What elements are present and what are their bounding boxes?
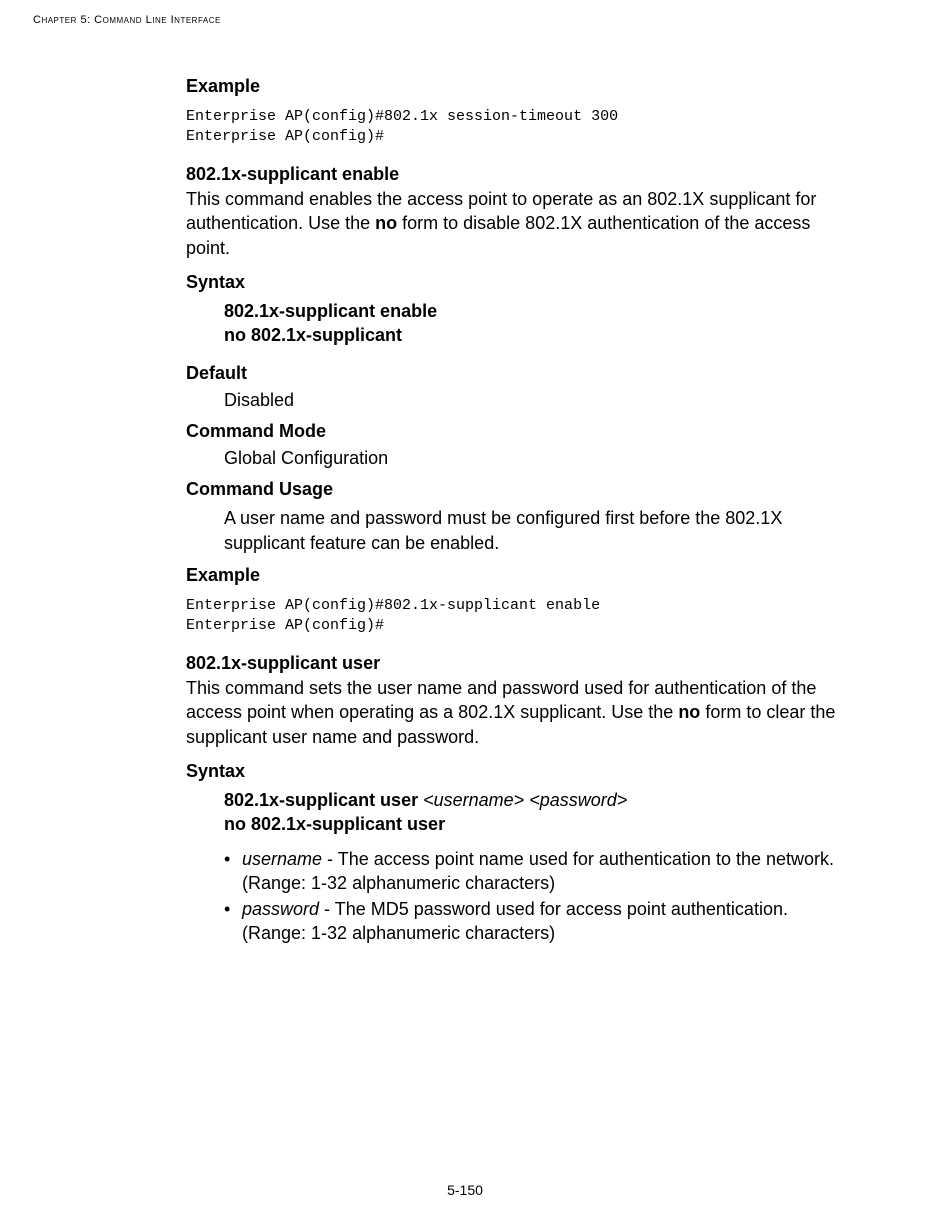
syntax2-l1-ital1: <username> bbox=[423, 790, 524, 810]
usage-text-1: A user name and password must be configu… bbox=[224, 506, 840, 555]
syntax-block-1: 802.1x-supplicant enable no 802.1x-suppl… bbox=[224, 299, 840, 348]
chapter-text: Chapter 5: Command Line Interface bbox=[33, 14, 221, 26]
syntax-heading-1: Syntax bbox=[186, 272, 840, 293]
code-block-2: Enterprise AP(config)#802.1x-supplicant … bbox=[186, 596, 840, 635]
command-title-1: 802.1x-supplicant enable bbox=[186, 164, 840, 185]
command-title-2: 802.1x-supplicant user bbox=[186, 653, 840, 674]
command-desc-2: This command sets the user name and pass… bbox=[186, 676, 840, 749]
param-item-1: username - The access point name used fo… bbox=[224, 847, 840, 896]
usage-heading-1: Command Usage bbox=[186, 479, 840, 500]
code-block-1: Enterprise AP(config)#802.1x session-tim… bbox=[186, 107, 840, 146]
param2-text: - The MD5 password used for access point… bbox=[242, 899, 788, 943]
desc1-bold: no bbox=[375, 213, 397, 233]
param1-text: - The access point name used for authent… bbox=[242, 849, 834, 893]
default-heading-1: Default bbox=[186, 363, 840, 384]
default-value-1: Disabled bbox=[224, 390, 840, 411]
page-number: 5-150 bbox=[447, 1182, 483, 1198]
syntax1-line1: 802.1x-supplicant enable bbox=[224, 299, 840, 323]
param1-name: username bbox=[242, 849, 322, 869]
syntax2-l1-bold: 802.1x-supplicant user bbox=[224, 790, 423, 810]
param2-name: password bbox=[242, 899, 319, 919]
main-content: Example Enterprise AP(config)#802.1x ses… bbox=[186, 76, 840, 948]
syntax1-line2: no 802.1x-supplicant bbox=[224, 323, 840, 347]
mode-value-1: Global Configuration bbox=[224, 448, 840, 469]
example-heading-2: Example bbox=[186, 565, 840, 586]
param-item-2: password - The MD5 password used for acc… bbox=[224, 897, 840, 946]
page-footer: 5-150 bbox=[0, 1182, 930, 1198]
syntax2-l1-ital2: <password> bbox=[529, 790, 627, 810]
syntax2-line2: no 802.1x-supplicant user bbox=[224, 812, 840, 836]
syntax-block-2: 802.1x-supplicant user <username> <passw… bbox=[224, 788, 840, 946]
param-list: username - The access point name used fo… bbox=[224, 847, 840, 946]
syntax-heading-2: Syntax bbox=[186, 761, 840, 782]
mode-heading-1: Command Mode bbox=[186, 421, 840, 442]
chapter-header: Chapter 5: Command Line Interface bbox=[33, 14, 221, 26]
desc2-bold: no bbox=[678, 702, 700, 722]
syntax2-line1: 802.1x-supplicant user <username> <passw… bbox=[224, 788, 840, 812]
example-heading-1: Example bbox=[186, 76, 840, 97]
command-desc-1: This command enables the access point to… bbox=[186, 187, 840, 260]
